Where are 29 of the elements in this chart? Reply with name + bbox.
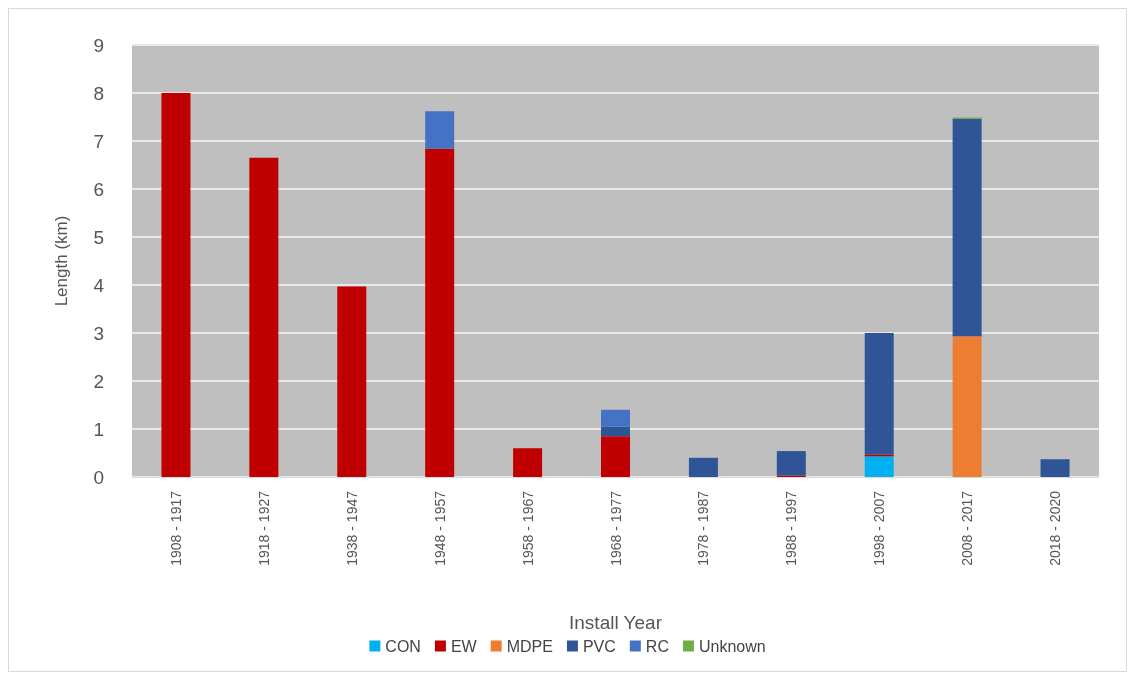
x-tick-label: 1988 - 1997 [783, 490, 800, 566]
x-tick-label: 1998 - 2007 [871, 490, 888, 566]
y-tick-label: 0 [93, 466, 104, 488]
y-tick-label: 1 [93, 418, 104, 440]
y-axis-title: Length (km) [52, 215, 71, 307]
x-tick-label: 1948 - 1957 [431, 490, 448, 566]
y-tick-label: 2 [93, 370, 104, 392]
y-tick-label: 7 [93, 130, 104, 152]
legend-label: PVC [582, 637, 616, 655]
y-tick-label: 6 [93, 178, 104, 200]
x-tick-label: 1908 - 1917 [167, 490, 184, 566]
y-tick-label: 3 [93, 322, 104, 344]
x-tick-label: 2008 - 2017 [959, 490, 976, 566]
legend-label: EW [450, 637, 478, 655]
legend-label: CON [385, 637, 421, 655]
x-tick-label: 2018 - 2020 [1047, 490, 1064, 566]
x-tick-label: 1958 - 1967 [519, 490, 536, 566]
legend-label: RC [645, 637, 669, 655]
x-tick-label: 1978 - 1987 [695, 490, 712, 566]
y-tick-label: 9 [93, 34, 104, 56]
x-axis-title: Install Year [569, 612, 663, 633]
y-tick-label: 5 [93, 226, 104, 248]
x-tick-label: 1968 - 1977 [607, 490, 624, 566]
x-tick-label: 1918 - 1927 [255, 490, 272, 566]
legend-label: Unknown [698, 637, 766, 655]
x-tick-label: 1938 - 1947 [343, 490, 360, 566]
y-tick-label: 4 [93, 274, 105, 296]
legend-label: MDPE [506, 637, 553, 655]
y-tick-label: 8 [93, 82, 104, 104]
